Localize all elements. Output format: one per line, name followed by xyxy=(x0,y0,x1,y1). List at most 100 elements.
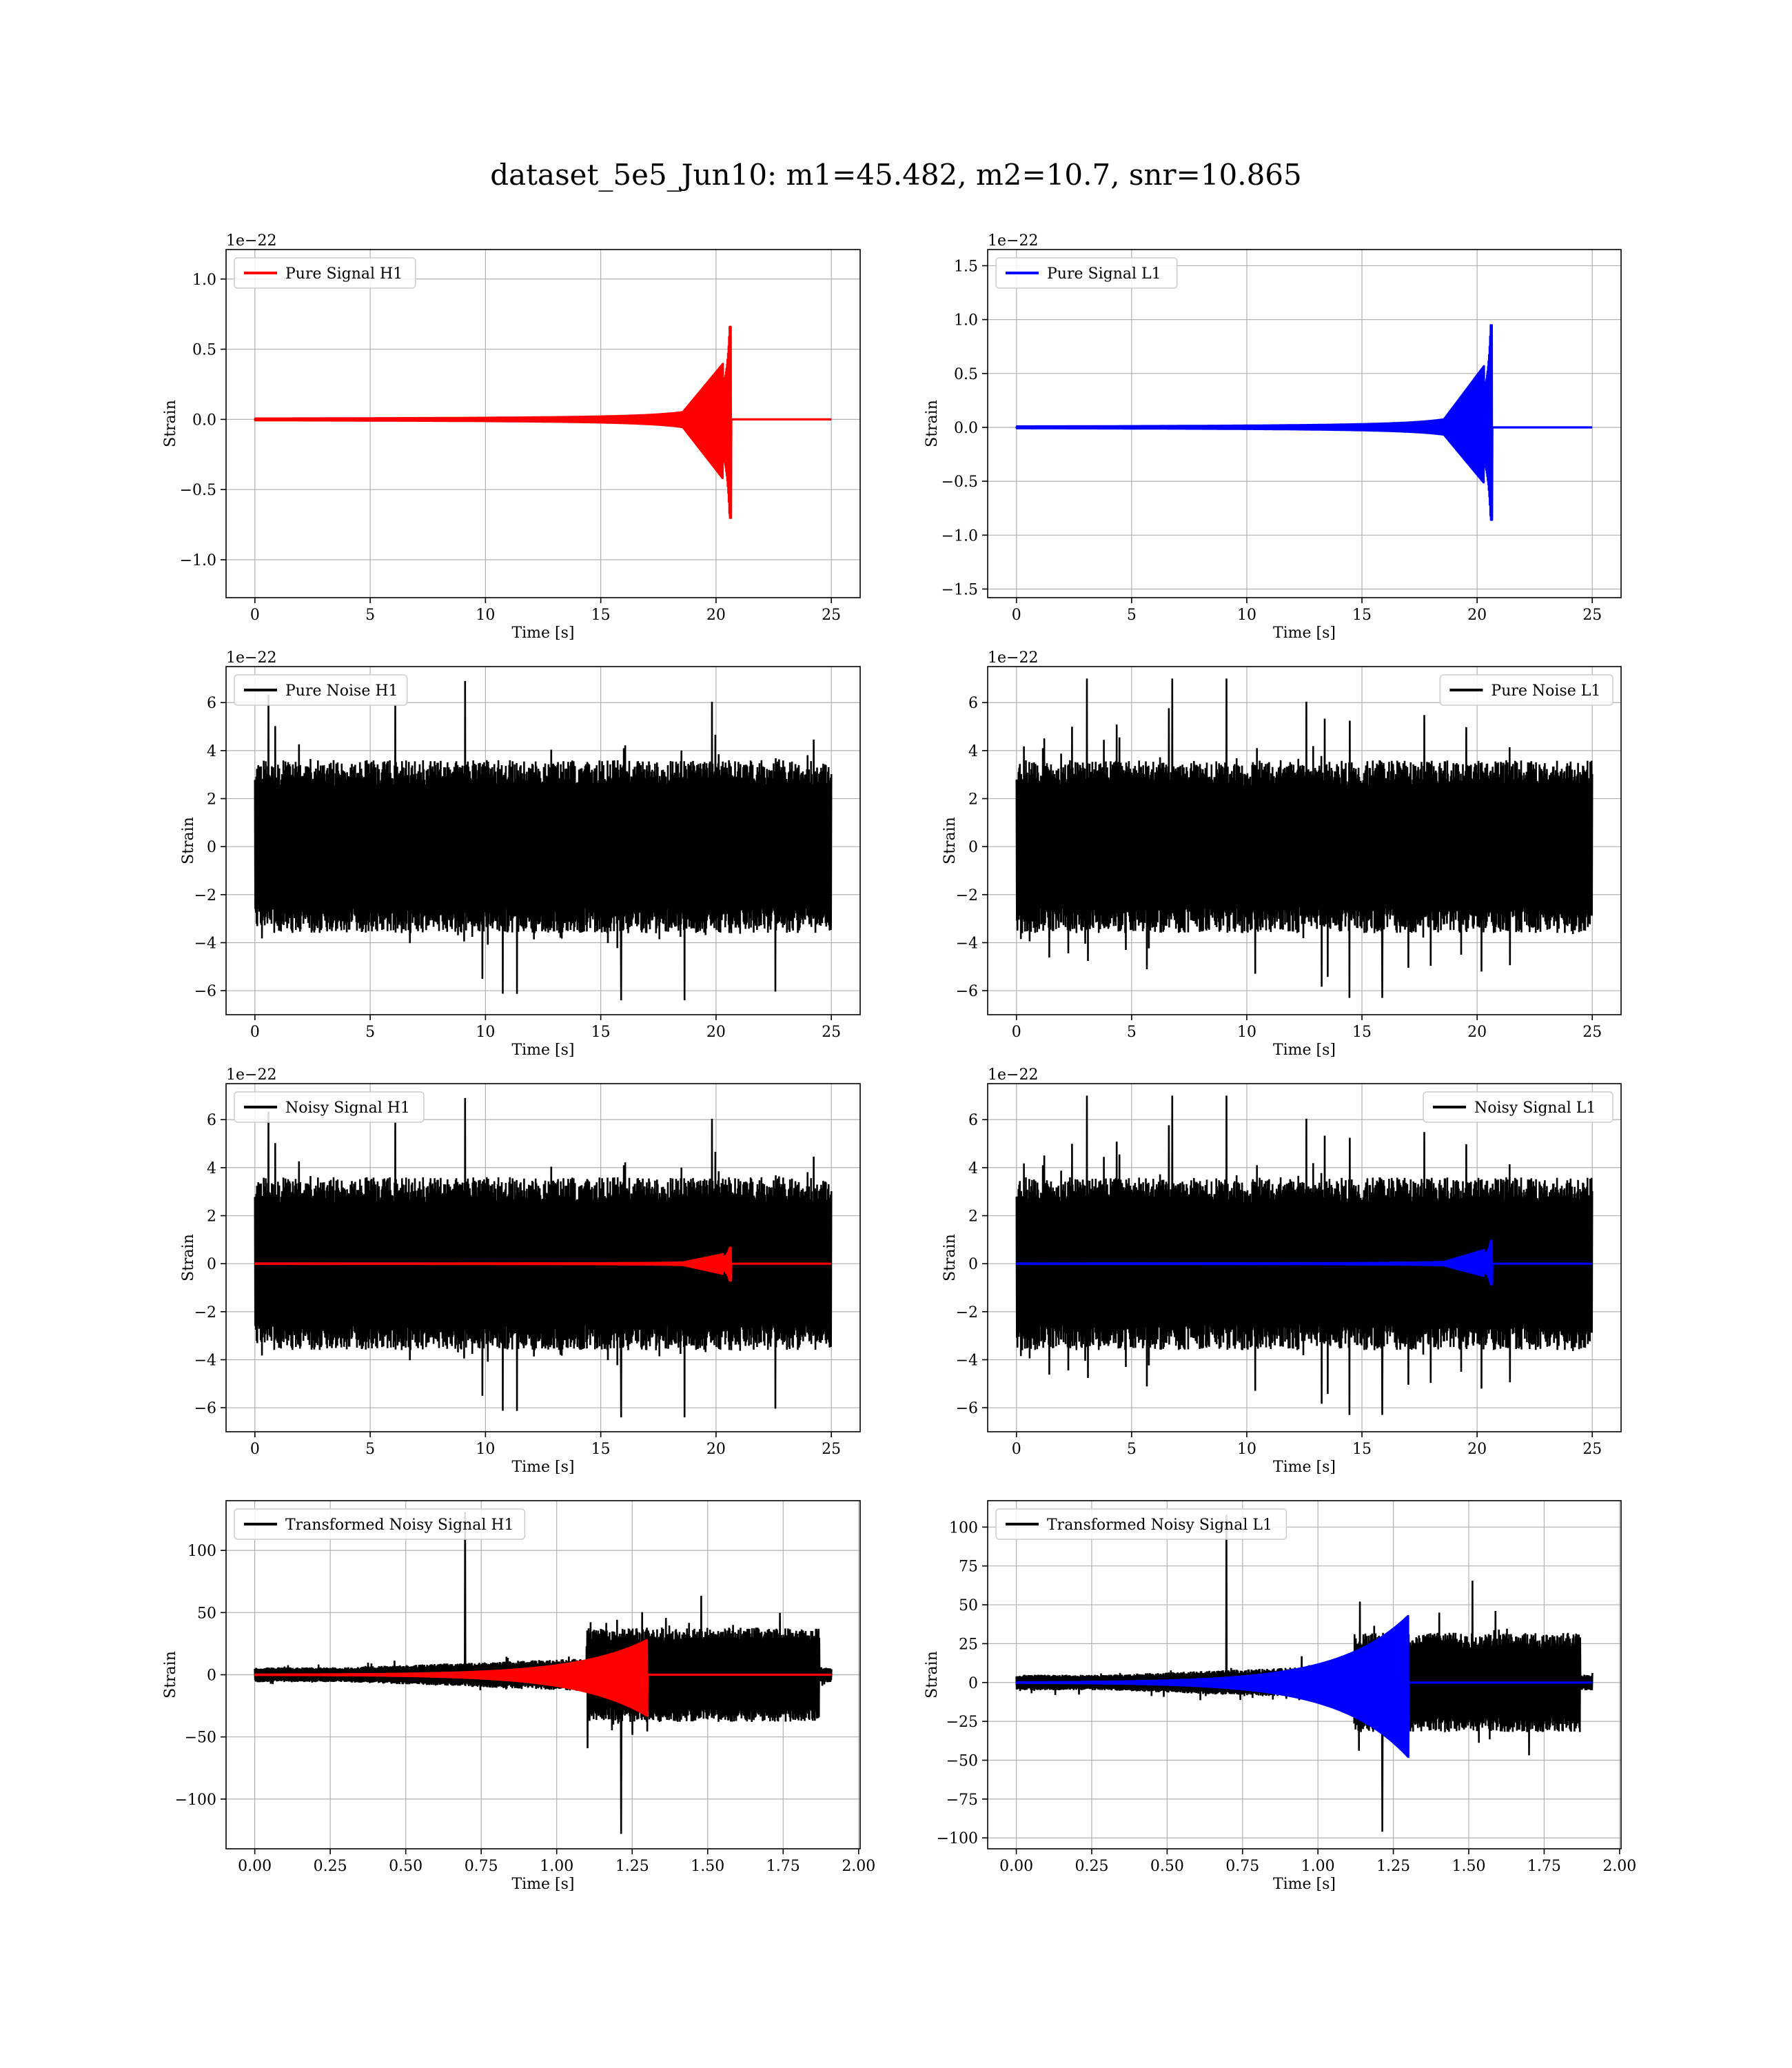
y-tick-label: 4 xyxy=(968,1160,978,1177)
x-tick-label: 25 xyxy=(1582,1024,1602,1041)
y-tick-label: −6 xyxy=(194,983,216,1000)
legend-label: Pure Noise H1 xyxy=(285,682,398,700)
x-tick-label: 5 xyxy=(365,1441,375,1458)
legend: Pure Signal H1 xyxy=(234,257,416,289)
y-axis-label: Strain xyxy=(180,1234,197,1281)
y-tick-label: −4 xyxy=(956,1352,978,1370)
legend-label: Noisy Signal L1 xyxy=(1474,1099,1596,1117)
x-tick-label: 10 xyxy=(1237,1024,1256,1041)
panel-pure-noise-l1: 0 5 10 15 20 25 −6 −4 −2 0 2 4 6 Time [s] Strain 1e−22 P… xyxy=(941,649,1622,1059)
y-tick-label: 6 xyxy=(968,1112,978,1129)
x-tick-label: 0.00 xyxy=(238,1858,272,1875)
grid xyxy=(226,250,860,598)
x-tick-label: 1.00 xyxy=(540,1858,573,1875)
y-tick-label: −6 xyxy=(194,1400,216,1417)
axes-frame xyxy=(225,666,861,1015)
y-axis-label: Strain xyxy=(924,400,941,447)
x-tick-label: 5 xyxy=(1127,1024,1137,1041)
legend: Pure Signal L1 xyxy=(995,257,1178,289)
x-tick-label: 0 xyxy=(1012,607,1021,624)
x-tick-label: 10 xyxy=(476,1441,495,1458)
legend-label: Pure Noise L1 xyxy=(1491,682,1600,700)
axes-frame xyxy=(987,666,1622,1015)
x-tick-label: 2.00 xyxy=(842,1858,875,1875)
y-tick-label: 0 xyxy=(968,1256,978,1273)
legend-label: Transformed Noisy Signal L1 xyxy=(1047,1517,1272,1534)
x-tick-label: 5 xyxy=(1127,1441,1137,1458)
x-tick-label: 15 xyxy=(591,1024,611,1041)
series-noisy-signal-l1 xyxy=(1015,1095,1594,1415)
x-tick-label: 0 xyxy=(1012,1441,1021,1458)
x-tick-label: 15 xyxy=(1352,607,1372,624)
legend-label: Pure Signal H1 xyxy=(285,265,403,283)
y-axis-label: Strain xyxy=(180,817,197,864)
x-tick-label: 5 xyxy=(365,607,375,624)
panel-noisy-signal-l1: 0 5 10 15 20 25 −6 −4 −2 0 2 4 6 Time [s] Strain 1e−22 N… xyxy=(941,1066,1622,1476)
y-tick-label: 2 xyxy=(207,791,216,809)
x-tick-label: 0.75 xyxy=(465,1858,498,1875)
x-tick-label: 0.75 xyxy=(1225,1858,1259,1875)
panel-transformed-noisy-signal-h1: 0.00 0.25 0.50 0.75 1.00 1.25 1.50 1.75 2.00 −100… xyxy=(162,1500,875,1893)
y-tick-label: −4 xyxy=(194,935,216,953)
y-tick-label: 100 xyxy=(949,1519,978,1537)
y-tick-label: −2 xyxy=(956,887,978,904)
offset-text: 1e−22 xyxy=(988,649,1038,667)
y-tick-label: 6 xyxy=(207,695,216,712)
y-tick-label: −100 xyxy=(937,1830,978,1847)
signal-line xyxy=(254,1639,833,1717)
y-tick-label: 50 xyxy=(197,1605,216,1622)
y-tick-label: −75 xyxy=(946,1792,978,1809)
series-whitened-chirp xyxy=(254,1639,833,1717)
panel-noisy-signal-h1: 0 5 10 15 20 25 −6 −4 −2 0 2 4 6 Time [s] Strain 1e−22 N… xyxy=(180,1066,861,1476)
y-tick-label: −2 xyxy=(194,1304,216,1321)
plot-area xyxy=(1015,1095,1594,1415)
x-tick-label: 25 xyxy=(822,1024,841,1041)
legend: Transformed Noisy Signal L1 xyxy=(995,1508,1287,1540)
y-tick-label: −2 xyxy=(956,1304,978,1321)
y-tick-label: −6 xyxy=(956,1400,978,1417)
x-tick-label: 0.50 xyxy=(1150,1858,1184,1875)
series-noisy-signal-h1 xyxy=(254,1097,833,1418)
axes-frame xyxy=(987,1083,1622,1432)
x-tick-label: 0 xyxy=(250,1441,260,1458)
x-tick-label: 15 xyxy=(591,1441,611,1458)
y-tick-label: −50 xyxy=(946,1752,978,1770)
x-tick-label: 25 xyxy=(1582,1441,1602,1458)
y-tick-label: 50 xyxy=(959,1597,978,1614)
y-tick-label: −100 xyxy=(175,1792,216,1809)
x-tick-label: 1.25 xyxy=(615,1858,649,1875)
y-axis-label: Strain xyxy=(941,1234,959,1281)
y-tick-label: 0.5 xyxy=(954,366,978,383)
x-tick-label: 10 xyxy=(476,1024,495,1041)
signal-line xyxy=(254,325,833,519)
plot-area xyxy=(254,680,833,1001)
y-tick-label: 0.5 xyxy=(192,342,216,359)
y-axis-label: Strain xyxy=(924,1651,941,1699)
y-tick-label: −4 xyxy=(194,1352,216,1370)
legend: Noisy Signal H1 xyxy=(234,1091,425,1123)
y-tick-label: 1.5 xyxy=(954,258,978,275)
y-tick-label: −25 xyxy=(946,1714,978,1731)
y-tick-label: 6 xyxy=(207,1112,216,1129)
x-axis-label: Time [s] xyxy=(1273,1876,1336,1893)
x-tick-label: 1.25 xyxy=(1376,1858,1410,1875)
y-tick-label: −2 xyxy=(194,887,216,904)
noise-line xyxy=(1015,1095,1594,1415)
x-tick-label: 0.50 xyxy=(389,1858,422,1875)
x-tick-label: 1.75 xyxy=(1527,1858,1561,1875)
x-tick-label: 0 xyxy=(250,607,260,624)
x-tick-label: 20 xyxy=(706,607,726,624)
x-tick-label: 25 xyxy=(1582,607,1602,624)
x-tick-label: 1.75 xyxy=(766,1858,800,1875)
series-pure-noise-h1 xyxy=(254,680,833,1001)
y-tick-label: −0.5 xyxy=(941,474,978,491)
legend: Pure Noise H1 xyxy=(234,674,408,706)
plot-area xyxy=(1015,1514,1594,1832)
y-tick-label: −0.5 xyxy=(180,482,216,499)
panel-pure-signal-h1: 0 5 10 15 20 25 −1.0 −0.5 0.0 0.5 1.0 Time [s] Strai… xyxy=(162,232,861,642)
x-tick-label: 1.50 xyxy=(691,1858,724,1875)
legend: Pure Noise L1 xyxy=(1439,674,1613,706)
y-tick-label: 4 xyxy=(968,743,978,760)
series-chirp xyxy=(254,1246,833,1282)
